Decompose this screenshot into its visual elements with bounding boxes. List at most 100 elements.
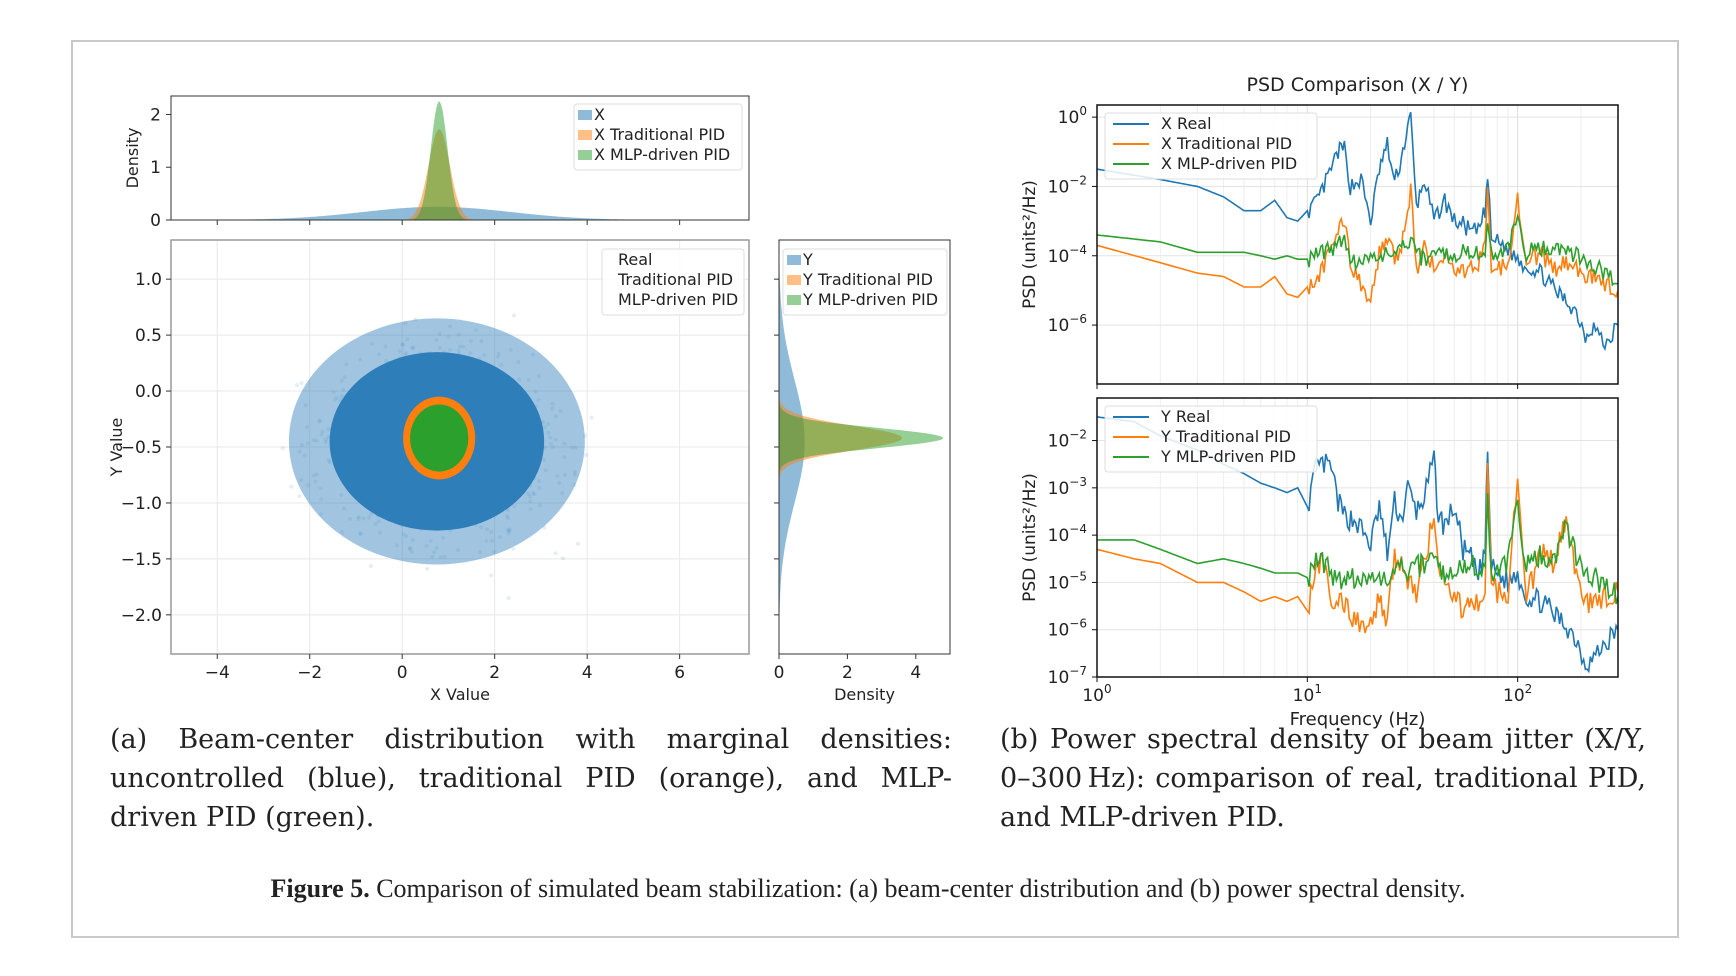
scatter-point-real: [531, 490, 536, 495]
scatter-point-real: [401, 342, 406, 347]
x-tick-label: 2: [489, 663, 500, 683]
legend-swatch: [787, 275, 801, 285]
scatter-point-real: [340, 529, 345, 534]
scatter-point-real: [305, 441, 310, 446]
scatter-point-real: [485, 527, 490, 532]
scatter-point-real: [499, 363, 504, 367]
scatter-plot: 1.0 0.5 0.0 −0.5 −1.0 −1.5 −2.0 −4 −2 0 2 4 6 X Value…: [107, 239, 750, 704]
scatter-point-real: [562, 473, 567, 477]
y-tick-label: 10−5: [1048, 569, 1087, 593]
scatter-point-real: [438, 555, 443, 560]
y-tick-label: 0.0: [135, 382, 162, 402]
legend-label: Y: [802, 250, 813, 269]
scatter-point-real: [526, 491, 531, 496]
legend-label: X MLP-driven PID: [1161, 154, 1297, 173]
scatter-point-real: [479, 525, 483, 530]
legend-swatch: [787, 295, 801, 305]
scatter-point-real: [280, 446, 285, 451]
scatter-point-real: [576, 541, 581, 546]
legend-label: Y MLP-driven PID: [802, 290, 938, 309]
scatter-point-real: [527, 494, 532, 499]
scatter-point-real: [511, 313, 516, 318]
y-tick-label: −0.5: [121, 438, 162, 458]
legend-label: Y MLP-driven PID: [1160, 447, 1296, 466]
scatter-point-real: [326, 427, 331, 432]
scatter-point-real: [432, 550, 436, 554]
y-axis-label: Density: [123, 128, 142, 189]
scatter-point-real: [313, 479, 318, 484]
scatter-point-real: [403, 351, 408, 356]
scatter-point-real: [496, 351, 501, 356]
scatter-point-real: [383, 344, 388, 349]
scatter-point-real: [557, 480, 562, 485]
scatter-point-real: [542, 525, 547, 530]
legend-box: [1104, 405, 1318, 473]
scatter-point-real: [306, 483, 311, 488]
psd-x-plot: 100 10−2 10−4 10−6 PSD Comparison (X / Y) PSD…: [1020, 74, 1619, 389]
axes-frame: [1096, 104, 1619, 385]
psd-line-x-real: [1097, 111, 1618, 352]
scatter-point-real: [570, 445, 574, 450]
axes-frame: [170, 95, 750, 221]
y-tick-label: 10−6: [1048, 617, 1087, 641]
y-tick-label: 1.0: [135, 270, 162, 290]
scatter-point-real: [356, 514, 361, 519]
psd-line-x-mlp-driven-pid: [1097, 213, 1618, 287]
scatter-point-real: [408, 546, 413, 551]
y-tick-label: 1: [150, 158, 161, 178]
x-tick-label: 102: [1503, 682, 1532, 706]
x-tick-label: 0: [774, 663, 785, 683]
scatter-point-real: [339, 378, 344, 383]
scatter-point-real: [437, 345, 442, 350]
scatter-point-real: [430, 554, 435, 559]
scatter-point-real: [468, 351, 473, 356]
scatter-point-real: [434, 338, 439, 342]
x-tick-label: 4: [582, 663, 593, 683]
legend-label: X: [594, 105, 605, 124]
scatter-point-real: [478, 550, 483, 555]
scatter-point-real: [368, 512, 373, 517]
scatter-point-real: [546, 430, 551, 435]
legend-label: X Real: [1161, 114, 1212, 133]
chart-title: PSD Comparison (X / Y): [1247, 74, 1469, 96]
scatter-point-real: [504, 513, 509, 518]
density-areas: [171, 101, 749, 220]
scatter-cluster-mlp: [410, 404, 469, 472]
scatter-point-real: [479, 339, 484, 344]
scatter-point-real: [553, 414, 558, 419]
psd-line-y-mlp-driven-pid: [1097, 493, 1618, 605]
y-tick-label: 10−2: [1048, 173, 1087, 197]
scatter-point-real: [550, 406, 555, 411]
scatter-point-real: [442, 554, 447, 559]
scatter-point-real: [315, 472, 320, 477]
scatter-point-real: [572, 483, 577, 487]
scatter-point-real: [320, 429, 325, 434]
scatter-point-real: [434, 546, 439, 551]
scatter-point-real: [458, 344, 463, 349]
legend-swatch: [578, 130, 592, 140]
scatter-point-real: [562, 455, 567, 460]
scatter-point-real: [456, 548, 461, 553]
scatter-point-real: [407, 546, 412, 551]
scatter-point-real: [542, 457, 546, 462]
scatter-point-real: [456, 349, 461, 353]
y-tick-label: 10−3: [1048, 475, 1087, 499]
scatter-point-real: [323, 440, 328, 444]
scatter-point-real: [448, 347, 453, 352]
y-axis-label: PSD (units²/Hz): [1020, 180, 1040, 309]
scatter-point-real: [441, 535, 446, 540]
scatter-point-real: [546, 422, 551, 426]
y-tick-label: 100: [1058, 104, 1087, 128]
legend-label: Real: [618, 250, 653, 269]
y-tick-label: 10−4: [1048, 243, 1087, 267]
scatter-point-real: [319, 497, 324, 502]
axes-frame: [1096, 397, 1619, 678]
x-tick-label: 6: [674, 663, 685, 683]
scatter-point-real: [358, 357, 363, 362]
scatter-point-real: [404, 534, 409, 539]
scatter-point-real: [367, 515, 371, 520]
legend-box: [782, 248, 948, 316]
